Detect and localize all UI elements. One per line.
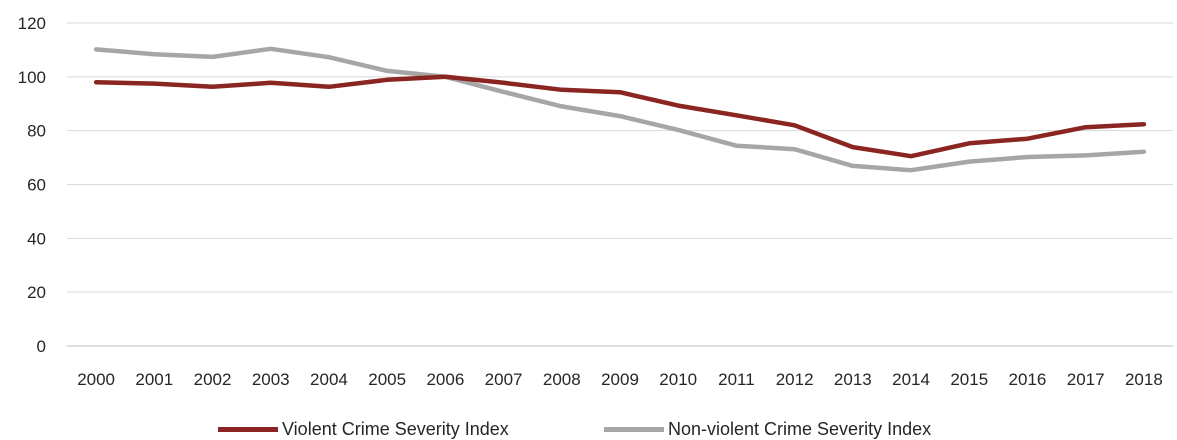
series-line-nonviolent — [93, 46, 1147, 173]
x-tick-label: 2007 — [485, 370, 523, 389]
legend-label-violent: Violent Crime Severity Index — [282, 418, 509, 439]
x-tick-label: 2009 — [601, 370, 639, 389]
x-tick-label: 2008 — [543, 370, 581, 389]
y-tick-label: 80 — [27, 122, 46, 141]
x-tick-label: 2000 — [77, 370, 115, 389]
x-tick-label: 2013 — [834, 370, 872, 389]
gridlines — [67, 22, 1173, 347]
legend-item-nonviolent: Non-violent Crime Severity Index — [604, 418, 931, 440]
series-lines — [93, 46, 1147, 173]
legend-item-violent: Violent Crime Severity Index — [218, 418, 509, 440]
x-tick-label: 2001 — [135, 370, 173, 389]
x-tick-label: 2012 — [776, 370, 814, 389]
y-tick-label: 20 — [27, 283, 46, 302]
legend-label-nonviolent: Non-violent Crime Severity Index — [668, 418, 932, 439]
y-tick-label: 120 — [18, 14, 46, 33]
y-tick-label: 60 — [27, 176, 46, 195]
y-tick-label: 100 — [18, 68, 46, 87]
x-tick-label: 2006 — [426, 370, 464, 389]
legend-swatch-violent — [218, 426, 278, 432]
x-tick-label: 2005 — [368, 370, 406, 389]
x-tick-label: 2016 — [1009, 370, 1047, 389]
series-line-violent — [93, 74, 1147, 159]
x-tick-label: 2018 — [1125, 370, 1163, 389]
x-tick-label: 2017 — [1067, 370, 1105, 389]
x-axis-ticks: 2000 2001 2002 2003 2004 2005 2006 2007 2008 2009… — [77, 370, 1163, 389]
x-tick-label: 2002 — [194, 370, 232, 389]
y-axis-ticks: 0 20 40 60 80 100 120 — [18, 14, 46, 356]
x-tick-label: 2015 — [950, 370, 988, 389]
x-tick-label: 2011 — [718, 370, 755, 389]
x-tick-label: 2003 — [252, 370, 290, 389]
x-tick-label: 2010 — [659, 370, 697, 389]
y-tick-label: 0 — [37, 337, 46, 356]
legend-swatch-nonviolent — [604, 426, 664, 432]
legend: Violent Crime Severity Index Non-violent… — [0, 418, 1177, 440]
y-tick-label: 40 — [27, 229, 46, 248]
x-tick-label: 2004 — [310, 370, 348, 389]
x-tick-label: 2014 — [892, 370, 930, 389]
